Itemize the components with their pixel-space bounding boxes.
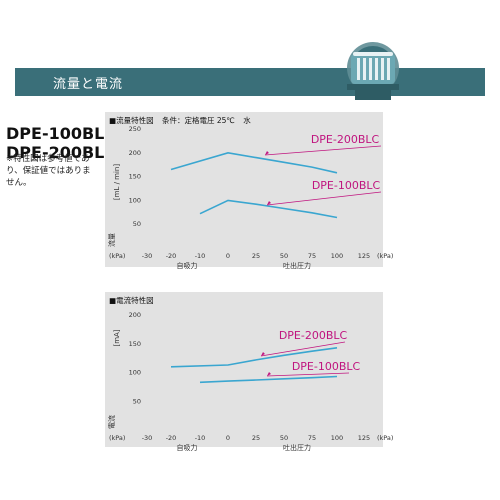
y-axis-label: 流量 [107,233,116,247]
x-caption-discharge: 吐出圧力 [283,443,311,452]
x-caption-suction: 自吸力 [177,443,198,452]
series-line-dpe-100blc [199,199,338,219]
x-tick-label: 0 [226,434,230,442]
current-chart-panel: ■電流特性図 50 100 150 200 [mA] 電流 -30 -20 -10 0 25 50 75… [105,292,393,452]
chart-title-part: 条件：定格電圧 25℃ [161,116,235,125]
x-caption-suction: 自吸力 [177,261,198,270]
x-tick-label: 100 [331,252,343,260]
flow-chart-title: ■流量特性図 条件：定格電圧 25℃ 水 [109,115,257,126]
y-tick-label: 200 [129,149,141,157]
series-leader-line [260,341,346,357]
pump-motor-icon [347,42,399,100]
y-tick-label: 250 [129,125,141,133]
x-tick-label: 125 [358,252,370,260]
series-label: DPE-100BLC [292,360,361,373]
x-tick-label: -20 [166,434,177,442]
y-tick-label: 50 [133,397,141,405]
current-chart: 50 100 150 200 [mA] 電流 -30 -20 -10 0 25 50 75 100 125 (… [107,311,393,452]
x-unit-label: (kPa) [377,434,393,442]
x-tick-label: 75 [308,434,316,442]
x-tick-label: -10 [195,252,206,260]
x-tick-label: -10 [195,434,206,442]
chart-title-part: ■電流特性図 [109,296,154,305]
series-leader-arrow [267,372,271,376]
y-unit-label: [mA] [113,329,121,346]
series-label: DPE-100BLC [312,179,381,192]
series-label: DPE-200BLC [311,133,380,146]
x-tick-label: 50 [280,434,288,442]
series-leader-line [264,145,382,156]
y-tick-label: 150 [129,173,141,181]
chart-title-part: ■流量特性図 [109,116,154,125]
x-tick-label: -30 [142,434,153,442]
flow-chart: 50 100 150 200 250 [mL / min] 流量 -30 -20 -10 0 25 50… [107,125,393,270]
x-tick-label: 25 [252,434,260,442]
y-tick-label: 100 [129,369,141,377]
x-tick-label: -20 [166,252,177,260]
x-tick-label: 25 [252,252,260,260]
model-name: DPE-200BLC [6,143,117,162]
x-tick-label: 75 [308,252,316,260]
series-line-dpe-100blc [199,375,338,384]
x-tick-label: 0 [226,252,230,260]
current-chart-title: ■電流特性図 [109,295,160,306]
x-tick-label: 100 [331,434,343,442]
series-leader-line [266,191,382,206]
x-tick-label: 125 [358,434,370,442]
y-tick-label: 100 [129,196,141,204]
y-tick-label: 50 [133,220,141,228]
x-unit-label: (kPa) [109,434,125,442]
series-line-dpe-200blc [170,347,338,368]
model-names: DPE-100BLC DPE-200BLC [6,124,116,162]
series-label: DPE-200BLC [279,329,348,342]
model-name: DPE-100BLC [6,124,117,143]
section-header-bar: 流量と電流 [15,68,485,96]
reference-note: ※特性図は参考値であり、保証値ではありません。 [6,154,91,188]
y-tick-label: 150 [129,340,141,348]
x-tick-label: 50 [280,252,288,260]
series-leader-arrow [267,201,271,205]
y-unit-label: [mL / min] [113,164,121,200]
section-title: 流量と電流 [53,77,124,92]
y-tick-label: 200 [129,311,141,319]
x-caption-discharge: 吐出圧力 [283,261,311,270]
y-axis-label: 電流 [107,415,116,429]
flow-chart-panel: ■流量特性図 条件：定格電圧 25℃ 水 50 100 150 200 250 [mL /… [105,112,393,270]
x-unit-label: (kPa) [377,252,393,260]
x-tick-label: -30 [142,252,153,260]
series-leader-arrow [265,151,269,155]
x-unit-label: (kPa) [109,252,125,260]
series-leader-line [266,372,350,377]
chart-title-part: 水 [243,116,251,125]
series-line-dpe-200blc [170,151,338,174]
series-leader-arrow [261,352,265,356]
